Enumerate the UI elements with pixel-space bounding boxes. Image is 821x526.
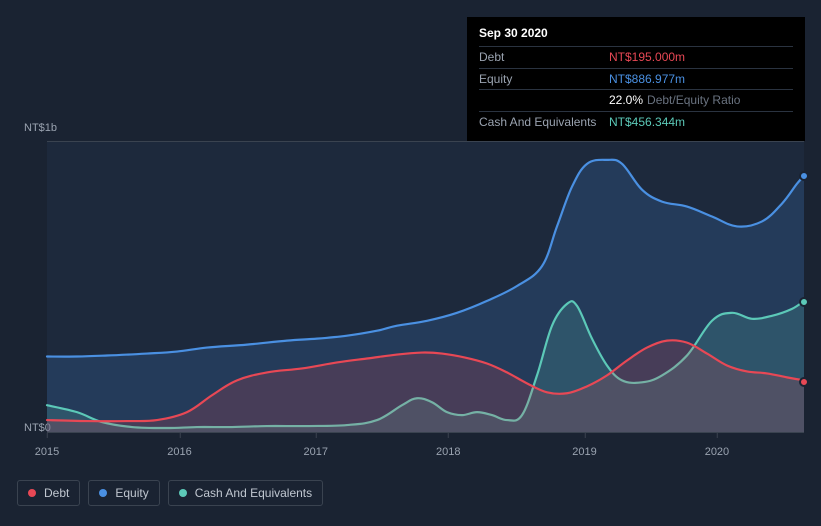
legend-label: Debt (44, 486, 69, 500)
legend-item[interactable]: Equity (88, 480, 159, 506)
x-tick: 2017 (303, 446, 327, 458)
series-end-marker (799, 171, 809, 181)
x-axis: 201520162017201820192020 (47, 446, 804, 466)
tooltip-row-label: Debt (479, 49, 609, 66)
legend-dot-icon (99, 489, 107, 497)
series-end-marker (799, 297, 809, 307)
tooltip-row-label: Equity (479, 71, 609, 88)
tooltip-row: EquityNT$886.977m (479, 68, 793, 90)
legend-label: Equity (115, 486, 148, 500)
x-tick: 2020 (705, 446, 729, 458)
legend-dot-icon (28, 489, 36, 497)
x-tick: 2019 (572, 446, 596, 458)
tooltip-row-label: Cash And Equivalents (479, 114, 609, 131)
tooltip-row-extra: Debt/Equity Ratio (647, 92, 740, 109)
series-end-marker (799, 377, 809, 387)
x-tick: 2018 (436, 446, 460, 458)
tooltip-row: 22.0%Debt/Equity Ratio (479, 89, 793, 111)
chart-svg (47, 142, 804, 432)
tooltip-row-label (479, 92, 609, 109)
tooltip-row-value: 22.0% (609, 92, 643, 109)
x-tick: 2016 (167, 446, 191, 458)
legend-item[interactable]: Debt (17, 480, 80, 506)
legend-dot-icon (179, 489, 187, 497)
tooltip-row: Cash And EquivalentsNT$456.344m (479, 111, 793, 133)
chart-tooltip: Sep 30 2020 DebtNT$195.000mEquityNT$886.… (467, 17, 805, 141)
chart-plot-area[interactable] (47, 141, 804, 433)
tooltip-rows: DebtNT$195.000mEquityNT$886.977m22.0%Deb… (479, 46, 793, 133)
tooltip-row-value: NT$886.977m (609, 71, 685, 88)
tooltip-row: DebtNT$195.000m (479, 46, 793, 68)
tooltip-row-value: NT$456.344m (609, 114, 685, 131)
legend-item[interactable]: Cash And Equivalents (168, 480, 323, 506)
y-label-top: NT$1b (24, 122, 57, 134)
legend-label: Cash And Equivalents (195, 486, 312, 500)
legend: Debt Equity Cash And Equivalents (17, 480, 323, 506)
tooltip-date: Sep 30 2020 (479, 25, 793, 42)
tooltip-row-value: NT$195.000m (609, 49, 685, 66)
x-tick: 2015 (35, 446, 59, 458)
